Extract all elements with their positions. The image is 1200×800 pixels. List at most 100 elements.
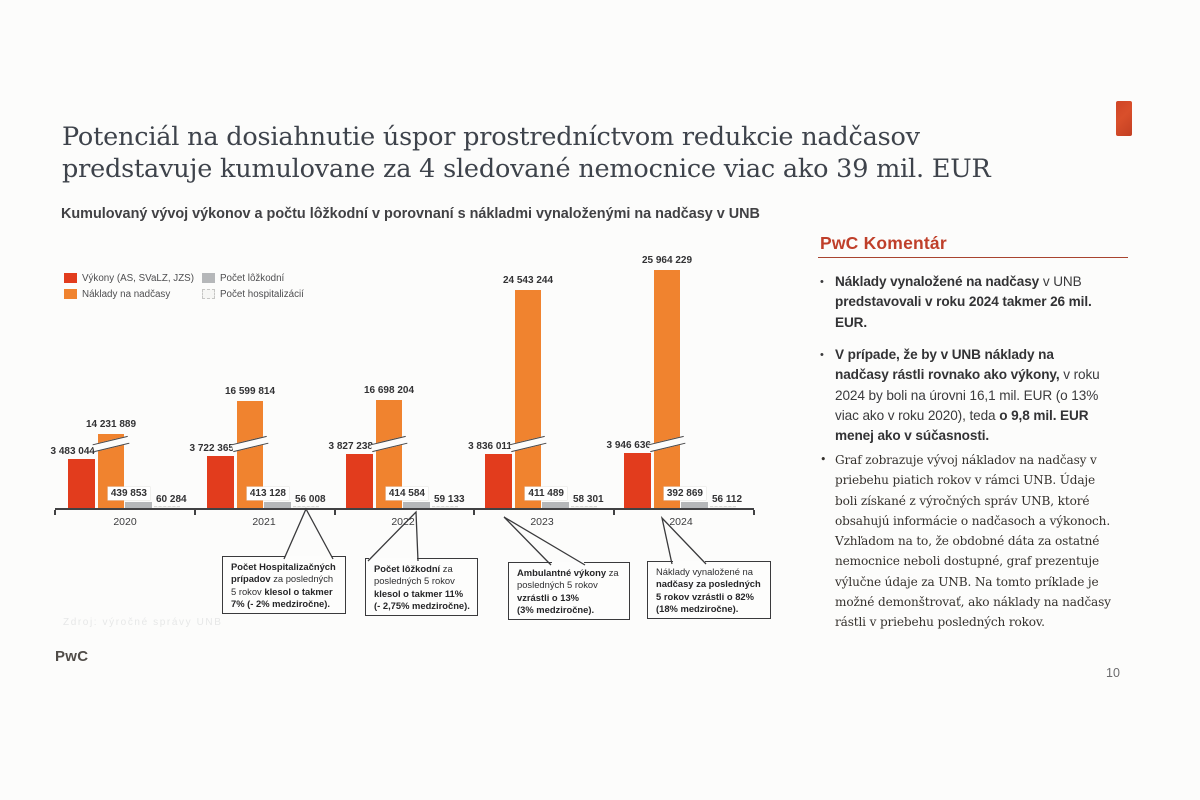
bar-pocet-hospitalizacii-2021 (293, 506, 319, 508)
comment-bullet-1: • Náklady vynaložené na nadčasy v UNB pre… (818, 272, 1106, 333)
value-label-pocet-lozkodni-2023: 411 489 (467, 487, 567, 500)
text-run-bold: Počet lôžkodní (374, 563, 441, 574)
value-label-naklady-na-nadcasy-2022: 16 698 204 (363, 384, 415, 396)
value-label-pocet-hospitalizacii-2021: 56 008 (295, 494, 326, 505)
bar-vykony-2023 (485, 454, 512, 508)
bar-naklady-na-nadcasy-2023 (515, 289, 541, 508)
text-run: Graf zobrazuje vývoj nákladov na nadčasy… (835, 452, 1111, 630)
page-title-line-2: predstavuje kumulovane za 4 sledované ne… (62, 153, 991, 184)
legend-label-pocet-lozkodni: Počet lôžkodní (220, 273, 285, 284)
value-label-vykony-2024: 3 946 636 (606, 439, 652, 451)
value-label-pocet-hospitalizacii-2022: 59 133 (434, 494, 465, 505)
x-axis (55, 508, 754, 510)
callout-box-3: Ambulantné výkony za posledných 5 rokov … (508, 562, 630, 621)
source-note: Zdroj: výročné správy UNB (63, 617, 223, 628)
legend-swatch-naklady-na-nadcasy (64, 289, 77, 299)
bar-naklady-na-nadcasy-2024 (654, 270, 680, 508)
value-label-naklady-na-nadcasy-2020: 14 231 889 (85, 419, 137, 431)
value-label-naklady-na-nadcasy-2024: 25 964 229 (641, 255, 693, 266)
x-axis-label-2020: 2020 (113, 516, 137, 528)
value-label-text: 413 128 (246, 487, 289, 500)
value-label-vykony-2023: 3 836 011 (468, 441, 512, 453)
bar-pocet-lozkodni-2021 (264, 502, 291, 508)
text-run: v UNB (1039, 274, 1082, 289)
comment-bullet-2: • V prípade, že by v UNB náklady na nadča… (818, 345, 1106, 447)
bar-vykony-2022 (346, 454, 373, 508)
text-run-bold: klesol o takmer 11% (- 2,75% medziročne)… (374, 587, 470, 611)
callout-box-4: Náklady vynaložené na nadčasy za posledn… (647, 561, 771, 620)
bar-pocet-hospitalizacii-2020 (154, 506, 180, 508)
value-label-vykony-2021: 3 722 365 (189, 442, 235, 454)
bar-pocet-lozkodni-2020 (125, 501, 152, 508)
x-axis-label-2024: 2024 (669, 516, 693, 528)
value-label-pocet-hospitalizacii-2024: 56 112 (712, 494, 743, 505)
x-axis-tick (753, 510, 755, 515)
legend-swatch-pocet-hospitalizacii (202, 289, 215, 299)
comment-panel-body: • Náklady vynaložené na nadčasy v UNB pre… (818, 272, 1111, 633)
text-run: v roku 2024 by boli na úrovni 16,1 mil. … (835, 367, 1100, 423)
value-label-naklady-na-nadcasy-2021: 16 599 814 (224, 386, 276, 398)
text-run-bold: V prípade, že by v UNB náklady na nadčas… (835, 346, 1060, 383)
bullet-dot: • (820, 452, 827, 466)
bar-vykony-2024 (624, 452, 651, 508)
text-run-bold: predstavovali v roku 2024 takmer 26 mil.… (835, 294, 1092, 330)
value-label-text: 414 584 (385, 487, 428, 500)
value-label-vykony-2020: 3 483 044 (50, 446, 96, 458)
bar-vykony-2021 (207, 455, 234, 508)
bullet-dot: • (820, 348, 824, 361)
text-run-bold: (3% medziročne). (517, 603, 595, 615)
value-label-text: 392 869 (663, 487, 706, 500)
text-run-bold: klesol o takmer 7% (- 2% medziročne). (231, 585, 333, 609)
x-axis-tick (333, 510, 336, 515)
legend-label-vykony: Výkony (AS, SVaLZ, JZS) (82, 273, 194, 284)
value-label-pocet-lozkodni-2021: 413 128 (189, 487, 289, 500)
comment-panel-rule (818, 257, 1128, 259)
bar-vykony-2020 (68, 459, 95, 508)
value-label-naklady-na-nadcasy-2023: 24 543 244 (502, 274, 554, 286)
comment-bullet-3: • Graf zobrazuje vývoj nákladov na nadčas… (818, 450, 1117, 633)
value-label-pocet-lozkodni-2022: 414 584 (328, 487, 428, 500)
bar-pocet-lozkodni-2023 (542, 502, 569, 508)
text-run-bold: Náklady vynaložené na nadčasy (835, 274, 1040, 289)
text-run-bold: Počet Hospitalizačných prípadov (231, 561, 336, 585)
x-axis-label-2022: 2022 (391, 516, 415, 528)
text-run: Náklady vynaložené na (656, 566, 753, 577)
text-run: za posledných 5 rokov (231, 573, 334, 597)
brand-tab-marker (1116, 101, 1132, 136)
x-axis-tick (613, 510, 616, 515)
text-run: za posledných 5 rokov (374, 563, 455, 587)
callout-box-1: Počet Hospitalizačných prípadov za posle… (222, 556, 346, 615)
text-run-bold: nadčasy za posledných 5 rokov vzrástli o… (656, 578, 761, 614)
pwc-logo: PwC (55, 648, 89, 665)
comment-panel-heading: PwC Komentár (820, 233, 947, 253)
value-label-pocet-hospitalizacii-2020: 60 284 (156, 494, 187, 505)
x-axis-label-2021: 2021 (252, 516, 276, 528)
text-run-bold: o 9,8 mil. EUR menej ako v súčasnosti. (835, 407, 1089, 444)
legend-swatch-vykony (64, 273, 77, 283)
page-title-line-1: Potenciál na dosiahnutie úspor prostredn… (62, 122, 920, 152)
x-axis-label-2023: 2023 (530, 516, 554, 528)
value-label-pocet-lozkodni-2024: 392 869 (606, 487, 706, 500)
value-label-pocet-hospitalizacii-2023: 58 301 (573, 494, 604, 505)
x-axis-tick (473, 510, 476, 515)
bar-pocet-lozkodni-2024 (681, 502, 708, 508)
bar-pocet-lozkodni-2022 (403, 502, 430, 508)
text-run-bold: Ambulantné výkony (517, 567, 607, 578)
value-label-vykony-2022: 3 827 238 (328, 441, 374, 453)
chart-title: Kumulovaný vývoj výkonov a počtu lôžkodn… (61, 206, 760, 222)
bullet-dot: • (820, 276, 824, 288)
x-axis-tick (193, 510, 196, 515)
value-label-pocet-lozkodni-2020: 439 853 (50, 487, 150, 500)
value-label-text: 411 489 (525, 487, 567, 500)
callout-box-2: Počet lôžkodní za posledných 5 rokov kle… (365, 558, 478, 617)
bar-pocet-hospitalizacii-2023 (571, 506, 597, 508)
legend-swatch-pocet-lozkodni (202, 273, 215, 283)
page-number: 10 (1106, 666, 1120, 680)
text-run-bold: vzrástli o 13% (517, 591, 580, 603)
legend-label-naklady-na-nadcasy: Náklady na nadčasy (82, 289, 171, 300)
bar-pocet-hospitalizacii-2024 (710, 506, 736, 508)
text-run: za posledných 5 rokov (517, 567, 619, 591)
bar-pocet-hospitalizacii-2022 (432, 506, 458, 508)
x-axis-tick (54, 510, 56, 515)
value-label-text: 439 853 (107, 487, 150, 500)
